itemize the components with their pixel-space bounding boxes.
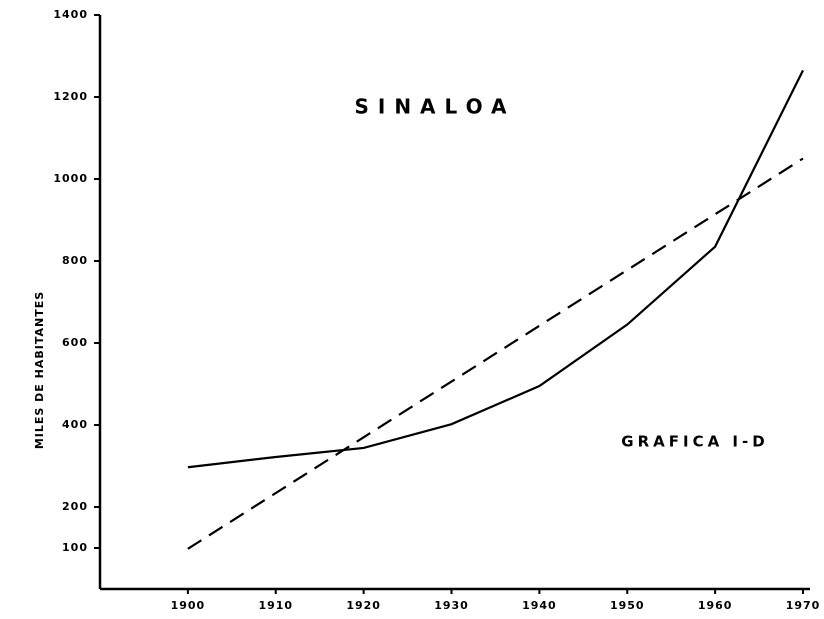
x-tick-label: 1900 (171, 599, 206, 612)
trend-line (187, 157, 804, 550)
x-tick-label: 1920 (346, 599, 381, 612)
y-tick-label: 1200 (53, 90, 88, 103)
y-axis-label: MILES DE HABITANTES (33, 291, 46, 449)
x-tick-label: 1940 (522, 599, 557, 612)
y-tick-label: 1400 (53, 8, 88, 21)
x-tick-label: 1930 (434, 599, 469, 612)
y-tick-label: 100 (62, 541, 88, 554)
x-tick-label: 1960 (698, 599, 733, 612)
y-tick-label: 1000 (53, 172, 88, 185)
data-line (187, 69, 804, 469)
x-tick-label: 1950 (610, 599, 645, 612)
annotation: GRAFICA I-D (621, 433, 768, 451)
y-tick-label: 200 (62, 500, 88, 513)
x-tick-label: 1970 (786, 599, 821, 612)
y-tick-label: 600 (62, 336, 88, 349)
x-tick-label: 1910 (258, 599, 293, 612)
y-tick-label: 400 (62, 418, 88, 431)
y-tick-label: 800 (62, 254, 88, 267)
chart-title: SINALOA (354, 95, 515, 119)
